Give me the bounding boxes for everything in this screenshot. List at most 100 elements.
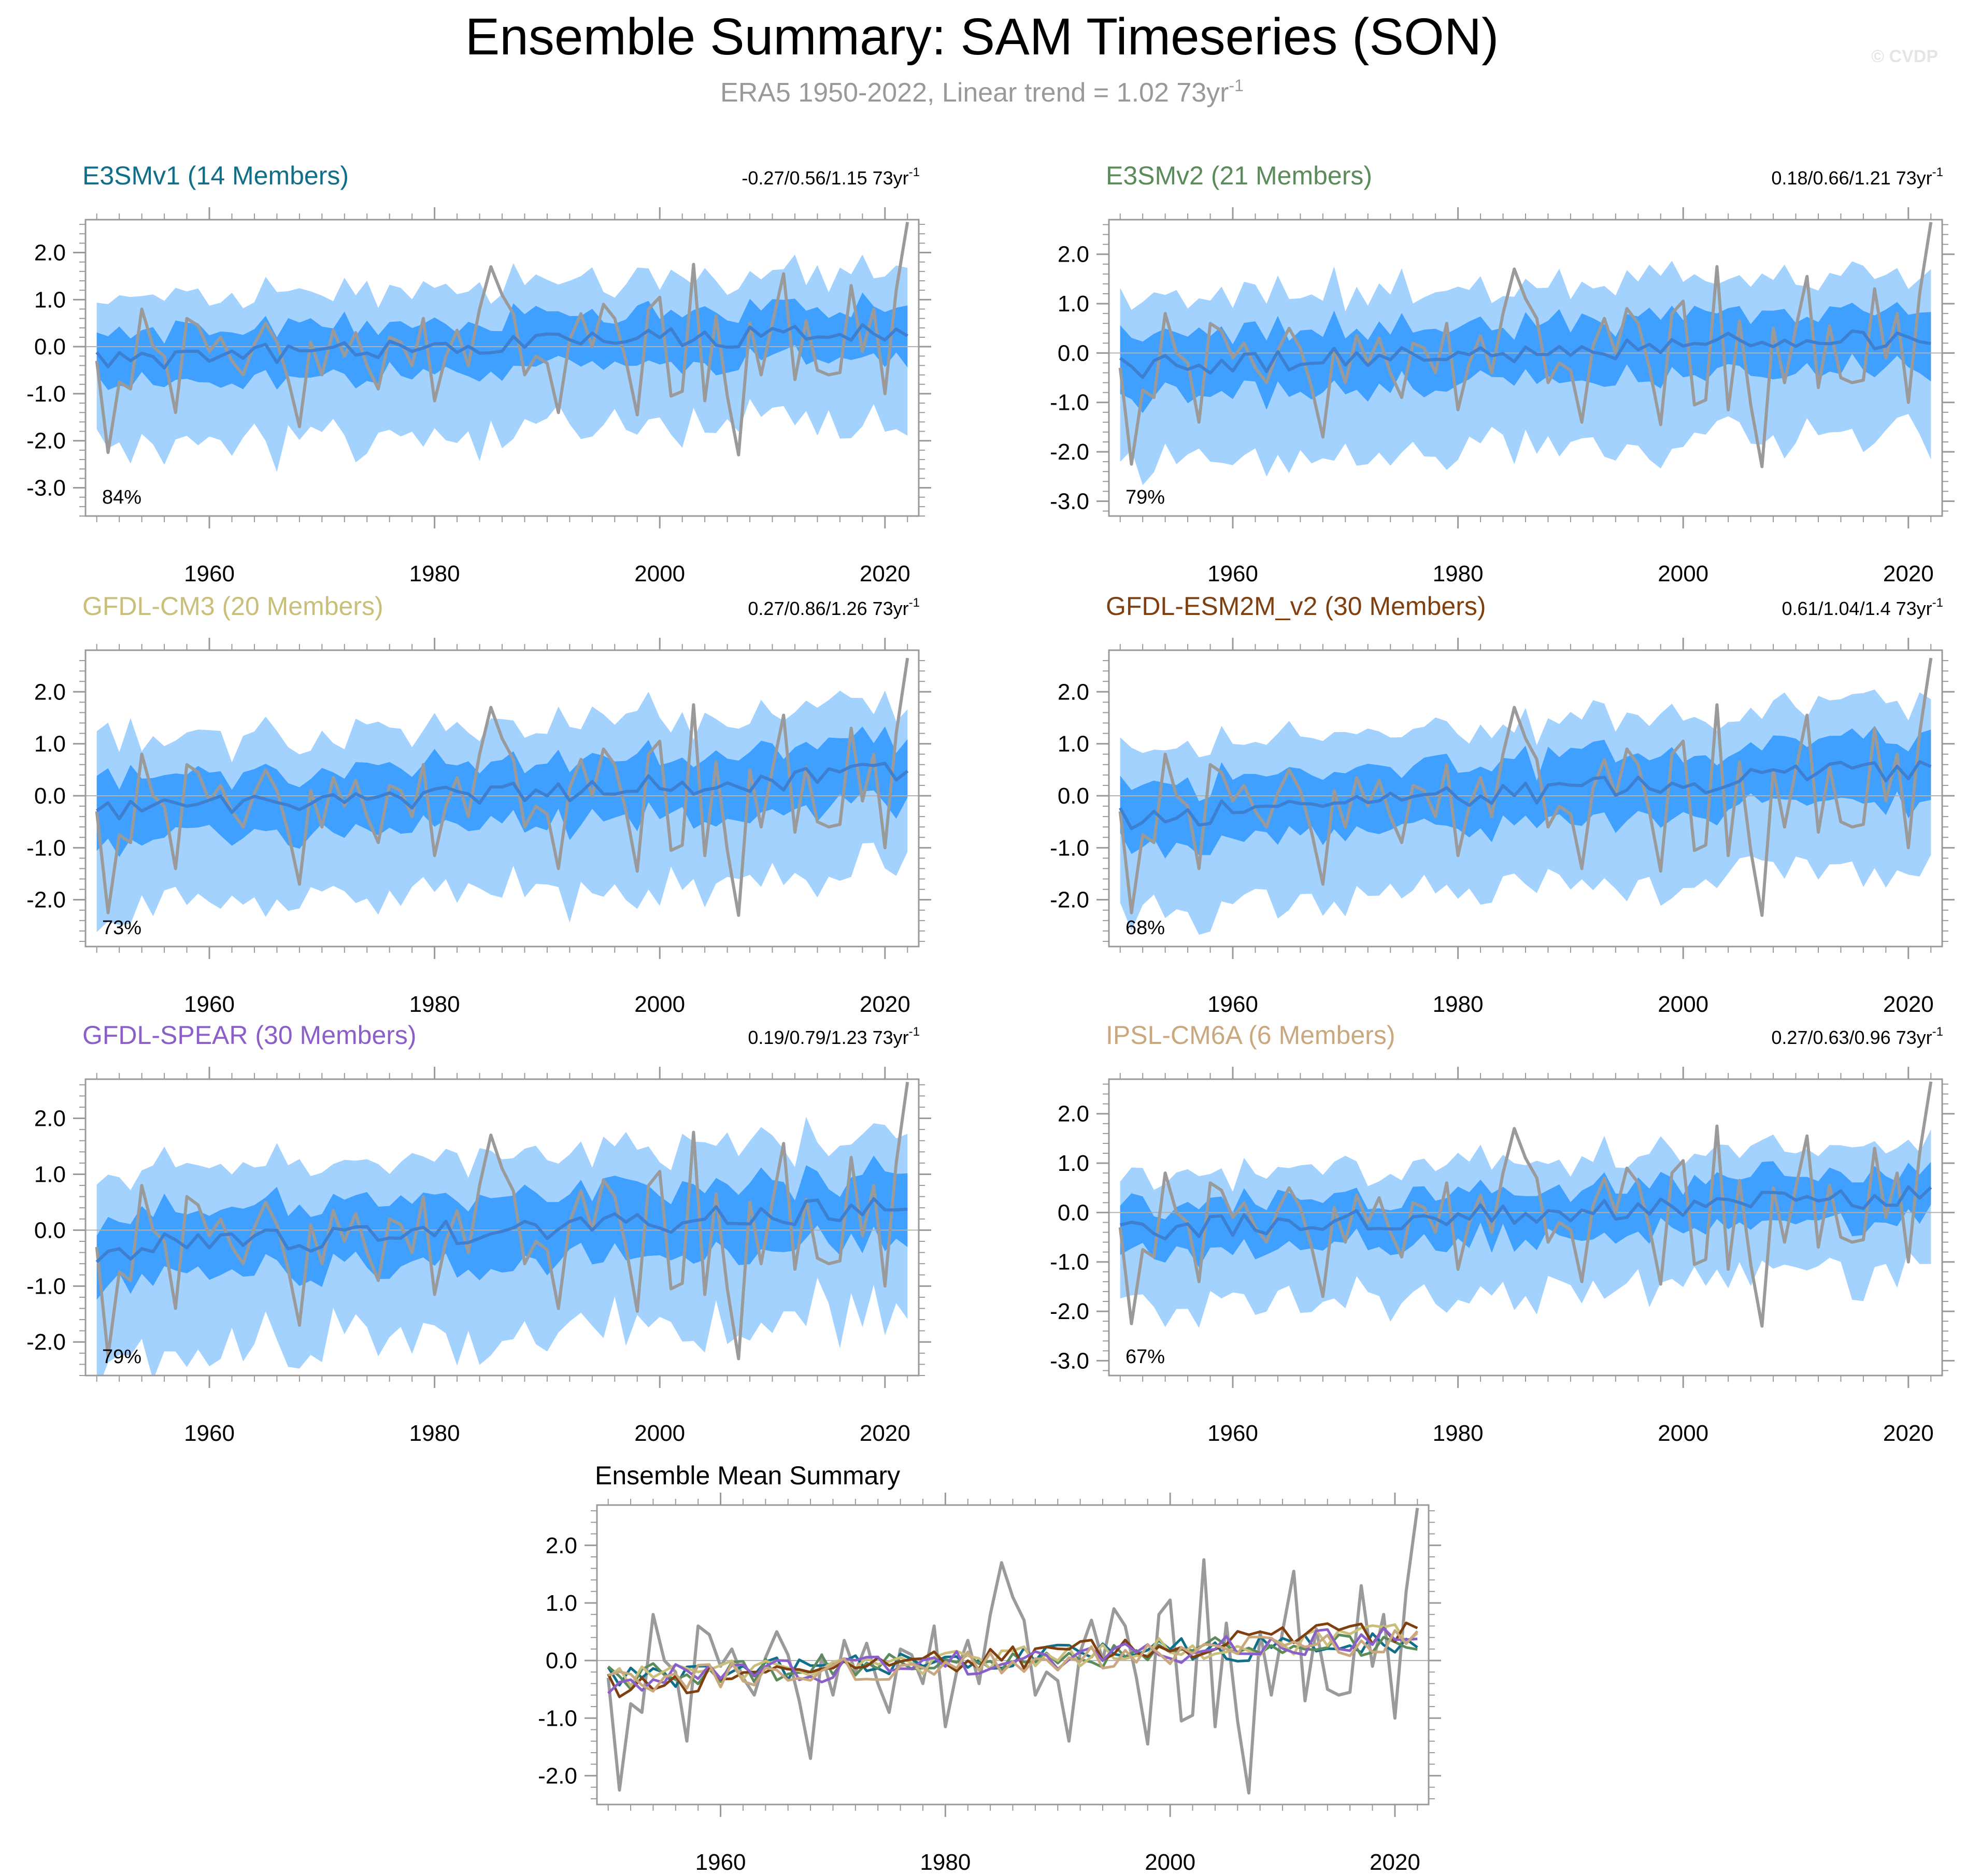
gfdl_spear-y-tick-label: -2.0 bbox=[26, 1329, 66, 1355]
e3smv2-x-tick-label: 2000 bbox=[1658, 561, 1708, 586]
gfdl_esm2m-x-tick-label: 1980 bbox=[1433, 992, 1484, 1017]
gfdl_spear-trend-value: 0.19/0.79/1.23 73yr bbox=[748, 1027, 908, 1048]
summary-y-tick-label: 0.0 bbox=[546, 1648, 577, 1673]
summary-panel: Ensemble Mean Summary 1960 1980 2000 2020 2.0… bbox=[538, 1461, 1441, 1875]
e3smv2-y-tick-label: -2.0 bbox=[1050, 439, 1089, 465]
e3smv1-obs-line bbox=[95, 222, 909, 456]
gfdl_spear-pct-label: 79% bbox=[102, 1346, 141, 1368]
gfdl_esm2m-obs-line bbox=[1118, 657, 1933, 917]
e3smv1-y-tick-label: 1.0 bbox=[34, 287, 66, 312]
gfdl_cm3-mean-line bbox=[95, 762, 909, 821]
gfdl_esm2m-plot-area bbox=[1109, 657, 1942, 935]
gfdl_spear-trend-text: 0.19/0.79/1.23 73yr-1 bbox=[748, 1025, 920, 1048]
watermark: © CVDP bbox=[1871, 47, 1938, 66]
gfdl_esm2m-inner-band bbox=[1120, 726, 1931, 858]
e3smv1-trend-value: -0.27/0.56/1.15 73yr bbox=[742, 167, 908, 189]
gfdl_cm3-plot-area bbox=[86, 657, 919, 933]
e3smv2-inner-band bbox=[1120, 302, 1931, 413]
gfdl_cm3-y-tick-label: -2.0 bbox=[26, 887, 66, 913]
gfdl_spear-y-tick-label: 2.0 bbox=[34, 1106, 66, 1132]
gfdl_esm2m-pct-label: 68% bbox=[1126, 917, 1165, 939]
e3smv2-plot-area bbox=[1109, 222, 1942, 485]
e3smv1-y-tick-label: -2.0 bbox=[26, 428, 66, 454]
gfdl_cm3-x-tick-label: 1960 bbox=[184, 992, 235, 1017]
summary-plot-area bbox=[597, 1508, 1429, 1795]
gfdl_cm3-y-tick-label: 2.0 bbox=[34, 679, 66, 705]
e3smv1-y-tick-label: 0.0 bbox=[34, 334, 66, 360]
gfdl_spear-x-tick-label: 1980 bbox=[409, 1421, 460, 1446]
ipsl-pct-label: 67% bbox=[1126, 1346, 1165, 1368]
ipsl-x-tick-label: 1980 bbox=[1433, 1421, 1484, 1446]
summary-x-tick-label: 1980 bbox=[920, 1850, 971, 1875]
e3smv1-trend-text: -0.27/0.56/1.15 73yr-1 bbox=[742, 165, 920, 189]
ipsl-y-tick-label: 0.0 bbox=[1058, 1200, 1089, 1225]
summary-y-tick-label: 1.0 bbox=[546, 1591, 577, 1616]
gfdl_esm2m-panel: GFDL-ESM2M_v2 (30 Members) 0.61/1.04/1.4 … bbox=[1050, 592, 1955, 1017]
e3smv2-title: E3SMv2 (21 Members) bbox=[1106, 161, 1372, 190]
gfdl_cm3-x-tick-label: 2020 bbox=[860, 992, 910, 1017]
ipsl-y-tick-label: -2.0 bbox=[1050, 1299, 1089, 1324]
e3smv2-trend-sup: -1 bbox=[1932, 165, 1943, 179]
figure-subtitle-sup: -1 bbox=[1229, 76, 1244, 95]
e3smv1-y-tick-label: 2.0 bbox=[34, 240, 66, 266]
gfdl_cm3-inner-band bbox=[96, 726, 908, 857]
ipsl-y-tick-label: -1.0 bbox=[1050, 1250, 1089, 1275]
summary-series-ipsl bbox=[607, 1629, 1419, 1693]
gfdl_spear-x-tick-label: 2000 bbox=[634, 1421, 685, 1446]
gfdl_esm2m-y-tick-label: 0.0 bbox=[1058, 783, 1089, 809]
gfdl_esm2m-x-tick-label: 2020 bbox=[1883, 992, 1934, 1017]
gfdl_cm3-trend-value: 0.27/0.86/1.26 73yr bbox=[748, 598, 908, 619]
ipsl-trend-sup: -1 bbox=[1932, 1025, 1943, 1039]
summary-x-tick-label: 2020 bbox=[1370, 1850, 1420, 1875]
ipsl-title: IPSL-CM6A (6 Members) bbox=[1106, 1021, 1395, 1050]
summary-y-tick-label: -1.0 bbox=[538, 1706, 577, 1731]
gfdl_esm2m-y-tick-label: -2.0 bbox=[1050, 887, 1089, 913]
gfdl_cm3-panel: GFDL-CM3 (20 Members) 0.27/0.86/1.26 73yr… bbox=[26, 592, 931, 1017]
gfdl_spear-y-tick-label: -1.0 bbox=[26, 1273, 66, 1299]
gfdl_cm3-y-tick-label: 1.0 bbox=[34, 732, 66, 757]
gfdl_esm2m-trend-text: 0.61/1.04/1.4 73yr-1 bbox=[1782, 596, 1943, 619]
summary-title: Ensemble Mean Summary bbox=[595, 1461, 900, 1490]
gfdl_cm3-trend-sup: -1 bbox=[909, 596, 920, 610]
gfdl_esm2m-trend-sup: -1 bbox=[1932, 596, 1943, 610]
ipsl-y-tick-label: 1.0 bbox=[1058, 1151, 1089, 1176]
e3smv1-x-tick-label: 2020 bbox=[860, 561, 910, 586]
summary-x-tick-label: 2000 bbox=[1145, 1850, 1195, 1875]
gfdl_spear-y-tick-label: 1.0 bbox=[34, 1162, 66, 1187]
e3smv2-x-tick-label: 1960 bbox=[1207, 561, 1258, 586]
e3smv1-y-tick-label: -1.0 bbox=[26, 381, 66, 407]
ipsl-trend-text: 0.27/0.63/0.96 73yr-1 bbox=[1771, 1025, 1943, 1048]
e3smv1-pct-label: 84% bbox=[102, 486, 141, 508]
ipsl-plot-area bbox=[1109, 1081, 1942, 1328]
figure-subtitle-main: ERA5 1950-2022, Linear trend = 1.02 73yr bbox=[720, 78, 1229, 108]
gfdl_esm2m-x-tick-label: 1960 bbox=[1207, 992, 1258, 1017]
gfdl_spear-x-tick-label: 1960 bbox=[184, 1421, 235, 1446]
e3smv2-y-tick-label: 0.0 bbox=[1058, 340, 1089, 366]
gfdl_cm3-trend-text: 0.27/0.86/1.26 73yr-1 bbox=[748, 596, 920, 619]
gfdl_spear-trend-sup: -1 bbox=[909, 1025, 920, 1039]
e3smv1-panel: E3SMv1 (14 Members) -0.27/0.56/1.15 73yr-… bbox=[26, 161, 931, 586]
gfdl_esm2m-trend-value: 0.61/1.04/1.4 73yr bbox=[1782, 598, 1932, 619]
gfdl_spear-plot-area bbox=[86, 1081, 919, 1376]
summary-y-tick-label: -2.0 bbox=[538, 1763, 577, 1788]
e3smv2-y-tick-label: 2.0 bbox=[1058, 242, 1089, 267]
gfdl_esm2m-title: GFDL-ESM2M_v2 (30 Members) bbox=[1106, 592, 1486, 621]
e3smv1-inner-band bbox=[96, 292, 908, 390]
gfdl_esm2m-y-tick-label: 1.0 bbox=[1058, 732, 1089, 757]
summary-series-e3smv2 bbox=[607, 1634, 1418, 1691]
gfdl_esm2m-y-tick-label: -1.0 bbox=[1050, 835, 1089, 861]
gfdl_cm3-pct-label: 73% bbox=[102, 917, 141, 939]
e3smv1-title: E3SMv1 (14 Members) bbox=[82, 161, 349, 190]
e3smv1-y-tick-label: -3.0 bbox=[26, 476, 66, 501]
ipsl-y-tick-label: 2.0 bbox=[1058, 1101, 1089, 1127]
ipsl-x-tick-label: 2020 bbox=[1883, 1421, 1934, 1446]
gfdl_spear-y-tick-label: 0.0 bbox=[34, 1218, 66, 1243]
gfdl_esm2m-x-tick-label: 2000 bbox=[1658, 992, 1708, 1017]
gfdl_cm3-x-tick-label: 2000 bbox=[634, 992, 685, 1017]
e3smv1-x-tick-label: 2000 bbox=[634, 561, 685, 586]
e3smv1-trend-sup: -1 bbox=[909, 165, 920, 179]
e3smv1-plot-area bbox=[86, 222, 919, 472]
ipsl-panel: IPSL-CM6A (6 Members) 0.27/0.63/0.96 73yr… bbox=[1050, 1021, 1955, 1446]
gfdl_spear-mean-line bbox=[95, 1197, 908, 1263]
